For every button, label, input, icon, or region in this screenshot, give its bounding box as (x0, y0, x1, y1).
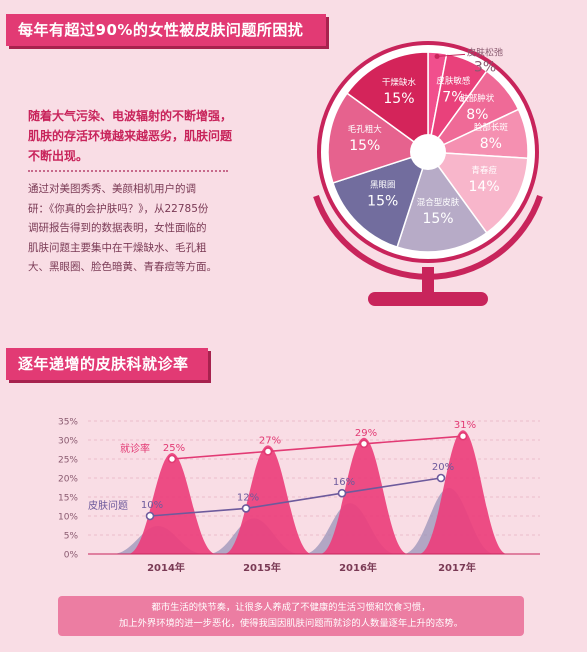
x-tick-label: 2017年 (438, 561, 476, 574)
section-title-skin-problems: 每年有超过90%的女性被皮肤问题所困扰 (6, 14, 326, 46)
data-point (263, 447, 273, 456)
bell-shape-primary (128, 453, 216, 554)
series-name: 皮肤问题 (88, 499, 128, 512)
survey-line: 调研报告得到的数据表明，女性面临的 (28, 222, 207, 234)
slice-value: 15% (349, 138, 380, 154)
survey-line: 通过对美图秀秀、美颜相机用户的调 (28, 183, 196, 195)
bell-shape-secondary (112, 526, 204, 554)
slice-value: 15% (422, 211, 453, 227)
data-label: 16% (333, 477, 355, 488)
x-tick-label: 2016年 (339, 561, 377, 574)
pie-slice (426, 151, 529, 234)
callout-line (436, 53, 466, 57)
slice-label: 黑眼圈 (370, 180, 396, 190)
data-point (436, 473, 446, 483)
slice-label: 青春痘 (471, 165, 497, 176)
footer-note: 都市生活的快节奏，让很多人养成了不健康的生活习惯和饮食习惯， 加上外界环境的进一… (58, 596, 524, 636)
line-skin-problem (149, 477, 442, 517)
bell-shape-secondary (208, 518, 300, 554)
slice-value: 7% (442, 89, 464, 105)
bell-shape-secondary (403, 488, 495, 554)
data-point (241, 504, 251, 513)
data-point (167, 454, 177, 464)
data-point (145, 511, 155, 521)
pie-chart: 皮肤松弛3%皮肤敏感7%肤部肿状8%脸部长斑8%青春痘14%混合型皮肤15%黑眼… (313, 41, 543, 306)
slice-label: 肤部肿状 (460, 93, 495, 104)
line-visit-rate (171, 435, 464, 460)
slice-value: 8% (480, 136, 502, 152)
slice-label: 干燥缺水 (382, 77, 417, 88)
pie-slice (396, 150, 488, 253)
callout-dot (434, 53, 440, 59)
y-tick-label: 25% (58, 456, 78, 466)
x-tick-label: 2014年 (147, 561, 185, 574)
intro-text: 随着大气污染、电波辐射的不断增强，肌肤的存活环境越来越恶劣，肌肤问题不断出现。 (28, 109, 233, 163)
survey-line: 研：《你真的会护肤吗？》，从22785份 (28, 202, 209, 215)
slice-label: 脸部长斑 (474, 122, 509, 133)
y-tick-label: 5% (64, 532, 79, 542)
bell-shape-secondary (304, 503, 396, 554)
y-tick-label: 15% (58, 494, 78, 504)
slice-label: 皮肤松弛 (467, 46, 503, 58)
slice-value: 14% (469, 179, 500, 195)
series-name: 就诊率 (120, 442, 150, 455)
pie-stand-post (422, 267, 434, 295)
dotted-divider (28, 170, 228, 172)
data-label: 25% (163, 443, 185, 454)
survey-text: 通过对美图秀秀、美颜相机用户的调 研：《你真的会护肤吗？》，从22785份 调研… (28, 180, 234, 278)
slice-value: 3% (474, 59, 496, 75)
pie-center-hole (410, 134, 446, 170)
pie-slice (346, 51, 429, 154)
data-label: 20% (432, 462, 454, 473)
bell-shape-primary (224, 445, 312, 554)
section-title-visit-rate: 逐年递增的皮肤科就诊率 (6, 348, 208, 380)
y-tick-label: 0% (64, 551, 79, 561)
data-label: 10% (141, 500, 163, 511)
data-label: 31% (454, 420, 476, 431)
y-tick-label: 35% (58, 418, 78, 428)
footer-line: 都市生活的快节奏，让很多人养成了不健康的生活习惯和饮食习惯， (151, 602, 431, 613)
x-tick-label: 2015年 (243, 561, 281, 574)
data-point (337, 488, 347, 498)
survey-line: 肌肤问题主要集中在干燥缺水、毛孔粗 (28, 241, 207, 254)
y-tick-label: 30% (58, 437, 78, 447)
slice-value: 8% (466, 107, 488, 123)
y-tick-label: 10% (58, 513, 78, 523)
bell-shape-primary (419, 430, 507, 554)
slice-label: 毛孔粗大 (348, 124, 383, 135)
data-label: 12% (237, 492, 259, 503)
slice-value: 15% (367, 193, 398, 209)
y-tick-label: 20% (58, 475, 78, 485)
data-label: 29% (355, 428, 377, 439)
bell-shape-primary (320, 437, 408, 554)
survey-line: 大、黑眼圈、脸色暗黄、青春痘等方面。 (28, 261, 217, 273)
pie-stand-base (368, 292, 488, 306)
data-label: 27% (259, 435, 281, 446)
footer-line: 加上外界环境的进一步恶化，使得我国因肌肤问题而就诊的人数量逐年上升的态势。 (119, 618, 463, 629)
pie-slice (327, 92, 430, 184)
slice-label: 皮肤敏感 (436, 75, 471, 86)
data-point (359, 439, 369, 449)
data-point (458, 431, 468, 441)
slice-label: 混合型皮肤 (417, 197, 460, 208)
slice-value: 15% (383, 91, 414, 107)
